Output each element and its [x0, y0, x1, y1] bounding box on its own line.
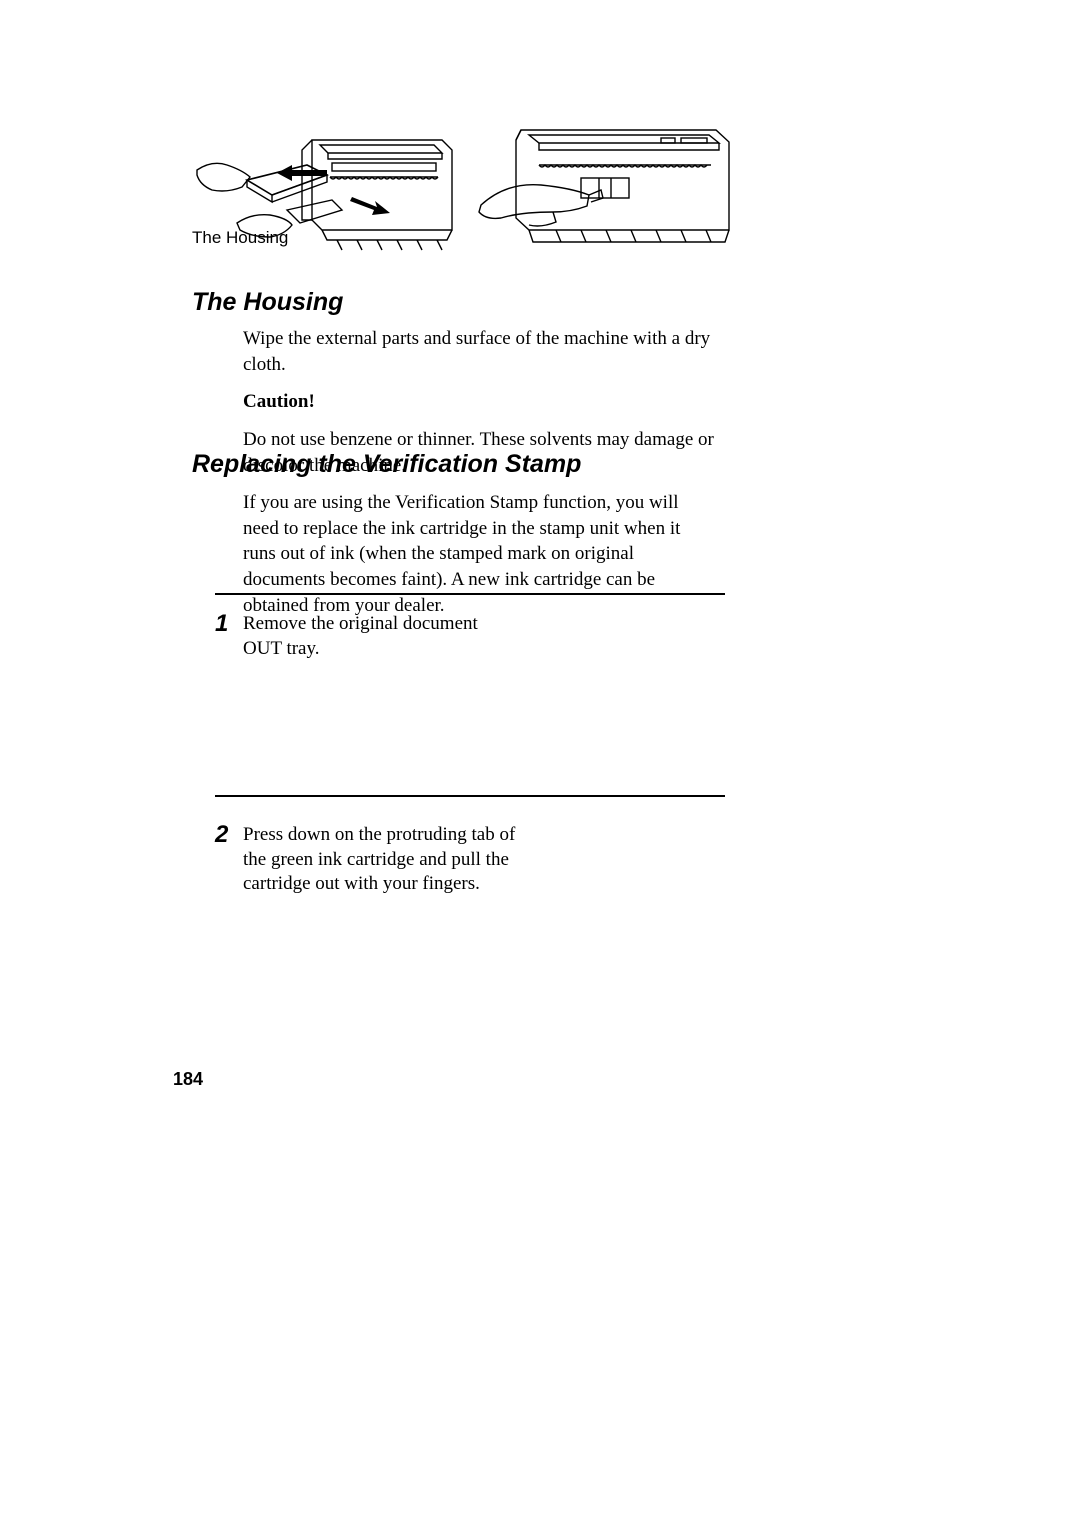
figure-pull-cartridge — [461, 110, 736, 255]
step-number: 2 — [215, 821, 228, 849]
housing-paragraph: Wipe the external parts and surface of t… — [243, 326, 743, 377]
running-head: The Housing — [192, 228, 288, 248]
horizontal-rule — [215, 795, 725, 797]
section-heading-housing: The Housing — [192, 288, 343, 317]
stamp-paragraph: If you are using the Verification Stamp … — [243, 490, 713, 618]
horizontal-rule — [215, 593, 725, 595]
step-text: Remove the original document OUT tray. — [243, 612, 518, 661]
caution-label: Caution! — [243, 389, 743, 415]
page-number: 184 — [173, 1069, 203, 1090]
section-heading-stamp: Replacing the Verification Stamp — [192, 450, 581, 479]
step-text: Press down on the protruding tab of the … — [243, 823, 518, 897]
document-page: The Housing The Housing Wipe the externa… — [0, 0, 1080, 1528]
step-number: 1 — [215, 610, 228, 638]
section-stamp-body: If you are using the Verification Stamp … — [243, 490, 713, 618]
